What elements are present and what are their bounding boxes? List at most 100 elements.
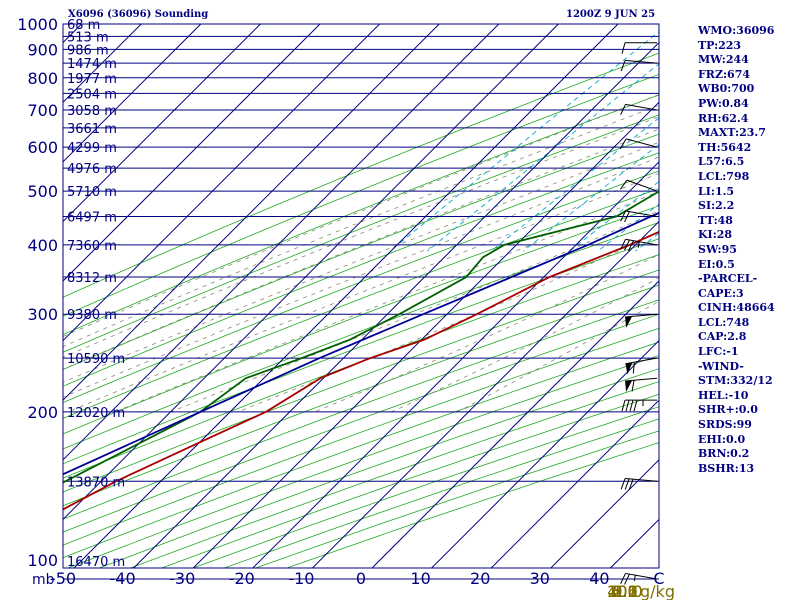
index-item: BRN:0.2 <box>698 447 750 461</box>
pressure-tick-label: 800 <box>27 69 58 88</box>
barb-flag <box>620 478 626 490</box>
barb-flag <box>631 380 635 392</box>
mixing-ratio-label: 40.0 <box>607 582 643 600</box>
index-item: L57:6.5 <box>698 155 745 169</box>
temperature-tick-label: C <box>653 569 664 588</box>
dry-adiabat <box>63 133 659 370</box>
index-item: TT:48 <box>698 213 733 227</box>
barb-staff <box>625 103 658 111</box>
height-label: 513 m <box>67 30 109 45</box>
pressure-tick-label: 200 <box>27 403 58 422</box>
barb-flag <box>624 573 630 585</box>
index-item: FRZ:674 <box>698 67 751 81</box>
dry-adiabat <box>63 222 659 450</box>
mixing-ratio-label: 1.0 <box>612 582 637 600</box>
dry-adiabat <box>63 341 659 559</box>
index-item: PW:0.84 <box>698 96 749 110</box>
barb-pennant <box>625 316 633 328</box>
pressure-tick-label: 500 <box>27 182 58 201</box>
height-label: 4299 m <box>67 141 117 156</box>
temperature-tick-label: 10 <box>410 569 430 588</box>
moist-adiabat <box>114 190 659 413</box>
index-item: SI:2.2 <box>698 199 735 213</box>
barb-flag <box>628 240 634 252</box>
index-item: SRDS:99 <box>698 418 752 432</box>
temperature-tick-label: -50 <box>50 569 76 588</box>
barb-half-flag <box>637 241 640 248</box>
index-item: MW:244 <box>698 53 749 67</box>
barb-staff <box>625 357 658 365</box>
isotherm <box>63 24 500 461</box>
dry-adiabat <box>63 188 659 419</box>
height-label: 10590 m <box>67 352 125 367</box>
index-item: CAPE:3 <box>698 286 744 300</box>
isotherm <box>73 24 619 568</box>
profile-series <box>63 190 659 511</box>
dry-adiabat <box>63 284 659 507</box>
temperature-tick-labels: -50 -40 -30 -20 -10 0 10 20 30 40 C <box>50 569 665 588</box>
index-item: STM:332/12 <box>698 374 773 388</box>
index-item: RH:62.4 <box>698 111 749 125</box>
wind-barb <box>619 179 658 192</box>
isotherm <box>371 280 659 568</box>
temperature-tick-label: -30 <box>169 569 195 588</box>
isotherm <box>63 24 380 342</box>
isotherm <box>63 24 202 163</box>
height-label: 12020 m <box>67 406 125 421</box>
barb-flag <box>624 239 630 251</box>
wind-barb <box>621 399 657 412</box>
wind-barb <box>620 210 658 223</box>
moist-adiabat <box>67 172 659 413</box>
index-item: KI:28 <box>698 228 733 242</box>
temperature-tick-label: -40 <box>110 569 136 588</box>
wind-barb <box>619 138 658 149</box>
wind-barb <box>625 357 658 375</box>
mixing-ratio-label: 20.0 <box>607 582 643 600</box>
index-item: TH:5642 <box>698 140 752 154</box>
dry-adiabat <box>63 94 659 335</box>
pressure-tick-label: 700 <box>27 101 58 120</box>
wind-barb <box>620 572 658 585</box>
barb-flag <box>620 60 626 72</box>
barb-flag <box>628 479 634 491</box>
pressure-tick-label: 600 <box>27 138 58 157</box>
barb-staff <box>625 238 658 246</box>
barb-flag <box>633 400 638 412</box>
temperature-tick-label: 0 <box>356 569 366 588</box>
isotherm <box>252 161 659 568</box>
moist-adiabats <box>63 94 659 413</box>
index-item: CINH:48664 <box>698 301 775 315</box>
temperature-tick-label: 20 <box>470 569 490 588</box>
index-item: CAP:2.8 <box>698 330 747 344</box>
height-label: 68 m <box>67 18 100 33</box>
temperature-tick-label: -10 <box>288 569 314 588</box>
wind-barb <box>620 103 658 115</box>
barb-staff <box>625 313 658 318</box>
isotherm <box>132 41 659 568</box>
mixing-ratio-label: 2.0 <box>612 582 637 600</box>
dry-adiabat <box>63 205 659 435</box>
pressure-tick-label: 900 <box>27 40 58 59</box>
sounding-time: 1200Z 9 JUN 25 <box>566 9 656 20</box>
isotherm <box>430 339 659 568</box>
barb-flag <box>619 179 628 190</box>
wind-barb <box>621 42 657 54</box>
index-item: LI:1.5 <box>698 184 735 198</box>
barb-staff <box>625 572 658 580</box>
barb-staff <box>625 477 658 482</box>
pressure-tick-labels: 100 200 300 400 500 600 700 800 900 1000 <box>17 15 58 570</box>
isotherm <box>550 459 659 568</box>
height-label: 8312 m <box>67 271 117 286</box>
barb-staff <box>625 59 658 64</box>
height-label: 2504 m <box>67 87 117 102</box>
height-label: 6497 m <box>67 210 117 225</box>
mixing-ratio-label: 3.0 <box>612 582 637 600</box>
barb-half-flag <box>633 575 636 582</box>
index-item: EI:0.5 <box>698 257 735 271</box>
pressure-tick-label: 400 <box>27 236 58 255</box>
dry-adiabat <box>63 327 659 546</box>
height-label: 3058 m <box>67 104 117 119</box>
moist-adiabat <box>63 94 659 338</box>
height-label: 986 m <box>67 43 109 58</box>
